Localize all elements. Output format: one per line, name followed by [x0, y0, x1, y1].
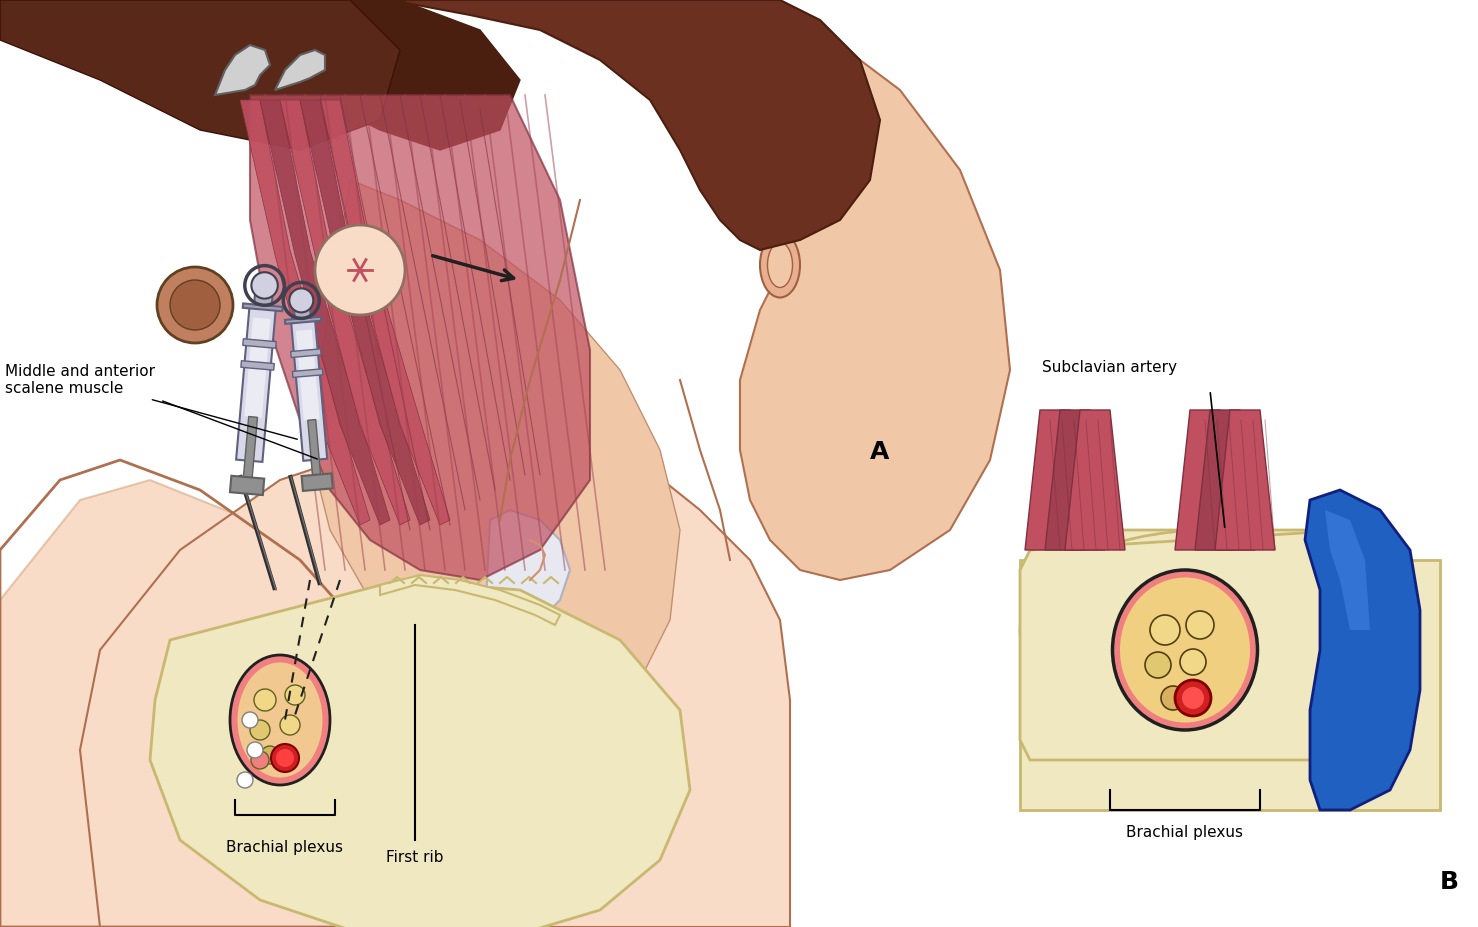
Ellipse shape [1113, 570, 1258, 730]
Polygon shape [291, 319, 327, 461]
Circle shape [251, 273, 278, 298]
Text: Subclavian artery: Subclavian artery [1042, 360, 1178, 375]
Polygon shape [285, 317, 321, 324]
Ellipse shape [250, 720, 270, 740]
Circle shape [236, 772, 253, 788]
Ellipse shape [270, 744, 299, 772]
Polygon shape [279, 100, 409, 525]
Circle shape [242, 712, 259, 728]
Polygon shape [1305, 490, 1420, 810]
Polygon shape [485, 510, 571, 630]
Polygon shape [291, 349, 321, 358]
Polygon shape [260, 100, 390, 525]
Polygon shape [630, 0, 1009, 580]
Polygon shape [242, 416, 257, 483]
Ellipse shape [1020, 530, 1400, 730]
Polygon shape [310, 180, 680, 700]
Polygon shape [1066, 410, 1125, 550]
Circle shape [157, 267, 234, 343]
Circle shape [247, 742, 263, 758]
Text: Brachial plexus: Brachial plexus [226, 840, 343, 855]
Text: First rib: First rib [386, 850, 443, 865]
Polygon shape [231, 476, 265, 495]
Ellipse shape [1182, 687, 1205, 709]
Ellipse shape [231, 655, 330, 785]
Polygon shape [1030, 530, 1389, 560]
Text: A: A [871, 440, 890, 464]
Polygon shape [1045, 410, 1106, 550]
Polygon shape [250, 95, 590, 580]
Ellipse shape [760, 233, 800, 298]
Polygon shape [101, 0, 520, 150]
Polygon shape [254, 285, 273, 306]
Ellipse shape [1179, 649, 1206, 675]
Text: B: B [1440, 870, 1459, 894]
Polygon shape [1020, 560, 1440, 810]
Ellipse shape [1175, 680, 1210, 716]
Polygon shape [300, 100, 430, 525]
Polygon shape [390, 0, 879, 250]
Polygon shape [1196, 410, 1255, 550]
Ellipse shape [1185, 611, 1213, 639]
Ellipse shape [251, 751, 269, 769]
Ellipse shape [1145, 652, 1171, 678]
Polygon shape [80, 430, 791, 927]
Polygon shape [0, 0, 401, 150]
Text: Middle and anterior
scalene muscle: Middle and anterior scalene muscle [4, 363, 297, 439]
Polygon shape [296, 330, 319, 421]
Polygon shape [275, 50, 325, 90]
Ellipse shape [1120, 578, 1250, 722]
Polygon shape [241, 361, 275, 370]
Circle shape [290, 288, 313, 312]
Polygon shape [149, 580, 690, 927]
Polygon shape [242, 338, 276, 349]
Ellipse shape [1162, 686, 1185, 710]
Polygon shape [0, 480, 460, 927]
Polygon shape [293, 369, 322, 377]
Polygon shape [302, 474, 333, 491]
Polygon shape [239, 100, 370, 525]
Ellipse shape [254, 689, 276, 711]
Ellipse shape [1150, 615, 1179, 645]
Ellipse shape [767, 243, 792, 287]
Ellipse shape [238, 663, 322, 778]
Polygon shape [1175, 410, 1236, 550]
Ellipse shape [279, 715, 300, 735]
Polygon shape [307, 420, 321, 480]
Circle shape [170, 280, 220, 330]
Text: Brachial plexus: Brachial plexus [1126, 825, 1243, 840]
Circle shape [315, 225, 405, 315]
Polygon shape [244, 318, 270, 418]
Ellipse shape [262, 746, 279, 764]
Polygon shape [236, 306, 276, 462]
Polygon shape [214, 45, 270, 95]
Polygon shape [293, 299, 310, 319]
Ellipse shape [276, 749, 294, 767]
Polygon shape [1215, 410, 1276, 550]
Polygon shape [321, 100, 449, 525]
Polygon shape [380, 575, 560, 625]
Ellipse shape [285, 685, 304, 705]
Polygon shape [1020, 530, 1380, 760]
Polygon shape [1026, 410, 1085, 550]
Polygon shape [1324, 510, 1370, 630]
Polygon shape [242, 303, 282, 311]
